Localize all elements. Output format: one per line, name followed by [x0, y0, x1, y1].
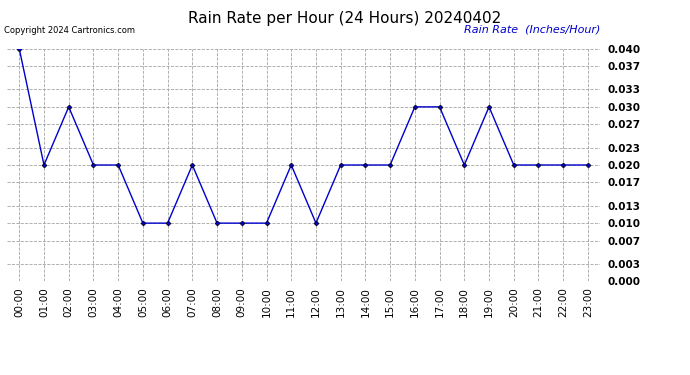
Text: Rain Rate per Hour (24 Hours) 20240402: Rain Rate per Hour (24 Hours) 20240402 — [188, 11, 502, 26]
Text: Rain Rate  (Inches/Hour): Rain Rate (Inches/Hour) — [464, 25, 600, 35]
Text: Copyright 2024 Cartronics.com: Copyright 2024 Cartronics.com — [4, 26, 135, 35]
